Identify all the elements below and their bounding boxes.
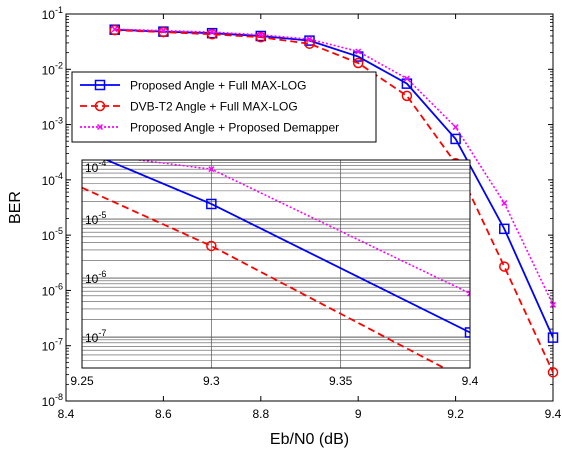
data-point bbox=[401, 90, 413, 102]
inset-series bbox=[82, 160, 470, 368]
inset-x-tick-label: 9.25 bbox=[70, 374, 94, 388]
series-line bbox=[114, 28, 554, 306]
inset-x-tick-label: 9.4 bbox=[462, 374, 479, 388]
y-tick-label: 10-6 bbox=[42, 281, 63, 298]
inset-data-point bbox=[208, 166, 215, 173]
inset-series-2 bbox=[82, 186, 445, 368]
data-point bbox=[255, 31, 267, 43]
data-point bbox=[257, 31, 264, 38]
y-tick-label: 10-4 bbox=[42, 171, 63, 188]
data-point bbox=[501, 200, 508, 207]
data-point bbox=[206, 29, 218, 40]
data-point bbox=[499, 261, 510, 272]
x-tick-label: 9 bbox=[355, 407, 362, 421]
data-point bbox=[450, 133, 461, 145]
data-point bbox=[352, 57, 364, 69]
data-point bbox=[549, 301, 557, 308]
y-axis-title: BER bbox=[7, 191, 24, 224]
x-tick-label: 8.8 bbox=[252, 407, 269, 421]
y-tick-label: 10-3 bbox=[42, 116, 63, 133]
inset-frame bbox=[81, 159, 471, 369]
legend-label: Proposed Angle + Full MAX-LOG bbox=[130, 79, 306, 93]
data-point bbox=[452, 124, 459, 131]
inset-series-line bbox=[104, 160, 470, 334]
inset-series-1 bbox=[104, 160, 470, 338]
series-line bbox=[114, 29, 554, 373]
data-point bbox=[306, 36, 313, 43]
legend: Proposed Angle + Full MAX-LOG DVB-T2 Angl… bbox=[71, 71, 377, 143]
legend-box bbox=[71, 71, 377, 143]
legend-label: DVB-T2 Angle + Full MAX-LOG bbox=[130, 100, 298, 114]
inset-grid bbox=[82, 160, 470, 368]
inset-y-tick-label: 10-5 bbox=[85, 210, 106, 227]
inset-plot: 10-7 10-6 10-5 10-4 9.25 9.3 9.35 9.4 bbox=[70, 158, 479, 388]
inset-series-3 bbox=[138, 160, 470, 297]
legend-entry: Proposed Angle + Full MAX-LOG bbox=[80, 79, 306, 93]
data-point bbox=[304, 35, 315, 46]
inset-data-point bbox=[466, 290, 470, 297]
data-point bbox=[160, 27, 167, 34]
series-3 bbox=[111, 26, 557, 308]
legend-marker bbox=[94, 100, 106, 112]
inset-series-line bbox=[82, 186, 445, 368]
legend-entry: DVB-T2 Angle + Full MAX-LOG bbox=[80, 100, 298, 114]
x-axis-title: Eb/N0 (dB) bbox=[270, 431, 349, 448]
inset-y-tick-label: 10-6 bbox=[85, 269, 106, 286]
data-point bbox=[158, 26, 169, 38]
legend-marker bbox=[94, 79, 106, 91]
data-point bbox=[547, 367, 559, 378]
inset-y-tick-label: 10-4 bbox=[85, 158, 106, 175]
y-tick-label: 10-7 bbox=[42, 337, 63, 354]
data-point bbox=[355, 48, 362, 55]
inset-x-tick-label: 9.35 bbox=[329, 374, 353, 388]
legend-marker bbox=[96, 123, 104, 131]
inset-data-point bbox=[206, 240, 217, 252]
legend-entry: Proposed Angle + Proposed Demapper bbox=[80, 121, 339, 135]
x-tick-label: 9.2 bbox=[447, 407, 464, 421]
series-line bbox=[114, 28, 554, 339]
data-point bbox=[499, 223, 510, 235]
data-point bbox=[547, 332, 559, 343]
inset-data-point bbox=[206, 198, 217, 210]
legend-label: Proposed Angle + Proposed Demapper bbox=[130, 121, 339, 135]
x-tick-label: 8.6 bbox=[155, 407, 172, 421]
y-tick-label: 10-2 bbox=[42, 60, 63, 77]
y-tick-label: 10-8 bbox=[42, 392, 63, 409]
inset-x-tick-label: 9.3 bbox=[203, 374, 220, 388]
axis-titles: Eb/N0 (dB) BER bbox=[7, 191, 349, 448]
y-tick-label: 10-1 bbox=[42, 5, 63, 22]
inset-data-point bbox=[464, 327, 470, 338]
data-point bbox=[209, 29, 216, 36]
data-point bbox=[403, 75, 410, 82]
data-point bbox=[111, 26, 118, 33]
x-tick-label: 8.4 bbox=[58, 407, 75, 421]
x-tick-label: 9.4 bbox=[545, 407, 562, 421]
inset-y-tick-label: 10-7 bbox=[85, 328, 106, 345]
inset-background bbox=[82, 160, 470, 368]
y-tick-label: 10-5 bbox=[42, 226, 63, 243]
